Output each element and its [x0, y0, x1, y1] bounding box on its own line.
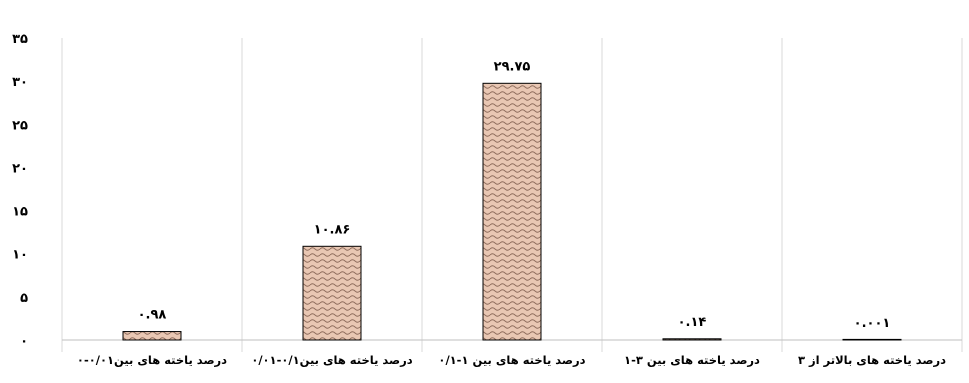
data-label: ۲۹.۷۵ — [494, 59, 531, 74]
bar — [302, 245, 362, 341]
x-tick-label: درصد یاخته های بین ۳-۱ — [624, 353, 760, 367]
gridlines — [61, 38, 963, 352]
bars — [122, 82, 902, 341]
x-tick-label: درصد یاخته های بالاتر از ۳ — [798, 353, 946, 367]
y-tick-label: ۳۰ — [12, 75, 28, 90]
y-tick-label: ۳۵ — [12, 32, 28, 47]
data-label: ۰.۰۰۱ — [854, 316, 891, 331]
data-labels: ۰.۰۰۱ ۰.۱۴ ۲۹.۷۵ ۱۰.۸۶ ۰.۹۸ — [138, 59, 891, 331]
y-tick-label: ۲۰ — [12, 161, 28, 176]
data-label: ۰.۹۸ — [138, 308, 167, 323]
x-tick-label: درصد یاخته های بین۰/۱-۰/۰۱ — [251, 353, 412, 367]
bar — [122, 331, 182, 341]
x-tick-label: درصد یاخته های بین۰/۰۱-۰ — [77, 353, 227, 367]
y-tick-labels: ۰ ۵ ۱۰ ۱۵ ۲۰ ۲۵ ۳۰ ۳۵ — [12, 32, 28, 349]
y-tick-label: ۱۰ — [12, 248, 28, 263]
y-tick-label: ۲۵ — [12, 118, 28, 133]
bar — [482, 82, 542, 341]
y-tick-label: ۰ — [20, 334, 28, 349]
bar — [842, 338, 902, 341]
data-label: ۱۰.۸۶ — [314, 222, 351, 237]
x-tick-label: درصد یاخته های بین ۱-۰/۱ — [438, 353, 585, 367]
y-tick-label: ۵ — [20, 291, 28, 306]
data-label: ۰.۱۴ — [678, 315, 707, 330]
x-tick-labels: درصد یاخته های بالاتر از ۳ درصد یاخته های… — [77, 353, 946, 367]
bar — [662, 338, 722, 341]
y-tick-label: ۱۵ — [12, 205, 28, 220]
